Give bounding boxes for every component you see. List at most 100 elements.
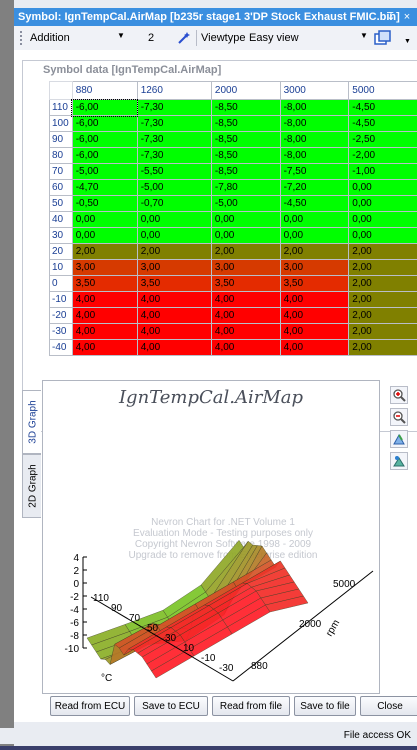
map-cell[interactable]: 3,00 <box>71 259 138 276</box>
map-cell[interactable]: -8,00 <box>279 99 350 116</box>
map-cell[interactable]: -8,50 <box>210 115 281 132</box>
map-cell[interactable]: -5,50 <box>136 163 212 180</box>
row-header[interactable]: 90 <box>49 131 73 148</box>
map-cell[interactable]: -8,50 <box>210 99 281 116</box>
save-to-file-button[interactable]: Save to file <box>294 696 356 716</box>
map-cell[interactable]: -6,00 <box>71 98 139 117</box>
map-cell[interactable]: -8,50 <box>210 147 281 164</box>
column-header[interactable]: 880 <box>71 81 138 100</box>
chart-3d[interactable]: IgnTempCal.AirMap Nevron Chart for .NET … <box>42 380 380 694</box>
map-cell[interactable]: -7,50 <box>279 163 350 180</box>
map-cell[interactable]: 2,00 <box>348 291 417 308</box>
row-header[interactable]: 80 <box>49 147 73 164</box>
map-cell[interactable]: -5,00 <box>210 195 281 212</box>
map-cell[interactable]: 2,00 <box>348 323 417 340</box>
map-cell[interactable]: 4,00 <box>279 291 350 308</box>
row-header[interactable]: -40 <box>49 339 73 356</box>
map-cell[interactable]: -4,50 <box>279 195 350 212</box>
map-cell[interactable]: 0,00 <box>348 195 417 212</box>
map-cell[interactable]: -8,50 <box>210 131 281 148</box>
map-cell[interactable]: 4,00 <box>71 339 138 356</box>
map-cell[interactable]: 3,00 <box>136 259 212 276</box>
row-header[interactable]: 100 <box>49 115 73 132</box>
map-cell[interactable]: -4,50 <box>348 115 417 132</box>
tab-3d-graph[interactable]: 3D Graph <box>22 390 41 454</box>
row-header[interactable]: 70 <box>49 163 73 180</box>
map-cell[interactable]: 2,00 <box>348 275 417 292</box>
row-header[interactable]: -10 <box>49 291 73 308</box>
row-header[interactable]: 60 <box>49 179 73 196</box>
map-cell[interactable]: 2,00 <box>348 243 417 260</box>
map-cell[interactable]: -8,00 <box>279 147 350 164</box>
windows-icon[interactable] <box>374 30 392 49</box>
map-cell[interactable]: -8,00 <box>279 131 350 148</box>
map-cell[interactable]: -7,20 <box>279 179 350 196</box>
map-cell[interactable]: -2,00 <box>348 147 417 164</box>
map-cell[interactable]: 3,50 <box>210 275 281 292</box>
map-cell[interactable]: -6,00 <box>71 131 138 148</box>
map-cell[interactable]: 4,00 <box>279 307 350 324</box>
map-cell[interactable]: 4,00 <box>136 307 212 324</box>
map-cell[interactable]: 0,00 <box>279 211 350 228</box>
map-cell[interactable]: -2,50 <box>348 131 417 148</box>
map-cell[interactable]: 0,00 <box>136 211 212 228</box>
mode-select[interactable]: Addition <box>30 32 70 44</box>
map-cell[interactable]: 0,00 <box>136 227 212 244</box>
map-cell[interactable]: 4,00 <box>210 323 281 340</box>
map-cell[interactable]: -7,30 <box>136 115 212 132</box>
read-from-ecu-button[interactable]: Read from ECU <box>50 696 130 716</box>
map-cell[interactable]: 2,00 <box>210 243 281 260</box>
map-cell[interactable]: -8,50 <box>210 163 281 180</box>
map-cell[interactable]: -4,50 <box>348 99 417 116</box>
map-cell[interactable]: -0,70 <box>136 195 212 212</box>
map-cell[interactable]: 0,00 <box>210 211 281 228</box>
map-cell[interactable]: -7,80 <box>210 179 281 196</box>
wand-icon[interactable] <box>177 31 191 48</box>
save-to-ecu-button[interactable]: Save to ECU <box>134 696 208 716</box>
close-button[interactable]: Close <box>360 696 417 716</box>
pin-icon[interactable]: ↧ <box>386 11 396 23</box>
map-cell[interactable]: 0,00 <box>348 211 417 228</box>
map-cell[interactable]: 4,00 <box>71 291 138 308</box>
camera-icon[interactable] <box>390 452 408 470</box>
map-cell[interactable]: 0,00 <box>279 227 350 244</box>
zoom-out-icon[interactable] <box>390 408 408 426</box>
map-cell[interactable]: 2,00 <box>348 259 417 276</box>
column-header[interactable]: 3000 <box>279 81 350 100</box>
map-cell[interactable]: 3,50 <box>71 275 138 292</box>
viewtype-select[interactable]: Easy view <box>249 32 299 44</box>
row-header[interactable]: -30 <box>49 323 73 340</box>
map-cell[interactable]: 0,00 <box>348 227 417 244</box>
map-cell[interactable]: -7,30 <box>136 131 212 148</box>
map-cell[interactable]: -1,00 <box>348 163 417 180</box>
map-cell[interactable]: -8,00 <box>279 115 350 132</box>
map-cell[interactable]: 2,00 <box>348 307 417 324</box>
row-header[interactable]: 10 <box>49 259 73 276</box>
map-cell[interactable]: 4,00 <box>71 323 138 340</box>
row-header[interactable]: 40 <box>49 211 73 228</box>
zoom-in-icon[interactable] <box>390 386 408 404</box>
read-from-file-button[interactable]: Read from file <box>212 696 290 716</box>
tab-2d-graph[interactable]: 2D Graph <box>22 454 41 518</box>
row-header[interactable]: 110 <box>49 99 73 116</box>
row-header[interactable]: -20 <box>49 307 73 324</box>
mode-dropdown-icon[interactable]: ▼ <box>117 31 125 40</box>
map-cell[interactable]: -7,30 <box>136 99 212 116</box>
map-cell[interactable]: 4,00 <box>136 291 212 308</box>
map-cell[interactable]: 0,00 <box>210 227 281 244</box>
close-icon[interactable]: × <box>403 11 411 23</box>
map-cell[interactable]: 4,00 <box>279 323 350 340</box>
map-cell[interactable]: 2,00 <box>279 243 350 260</box>
row-header[interactable]: 30 <box>49 227 73 244</box>
column-header[interactable]: 2000 <box>210 81 281 100</box>
map-cell[interactable]: 4,00 <box>136 339 212 356</box>
map-cell[interactable]: 0,00 <box>348 179 417 196</box>
map-cell[interactable]: -7,30 <box>136 147 212 164</box>
map-cell[interactable]: 0,00 <box>71 227 138 244</box>
rotate-icon[interactable] <box>390 430 408 448</box>
map-cell[interactable]: -6,00 <box>71 115 138 132</box>
map-cell[interactable]: 3,50 <box>136 275 212 292</box>
column-header[interactable]: 5000 <box>348 81 417 100</box>
row-header[interactable]: 20 <box>49 243 73 260</box>
map-cell[interactable]: 0,00 <box>71 211 138 228</box>
